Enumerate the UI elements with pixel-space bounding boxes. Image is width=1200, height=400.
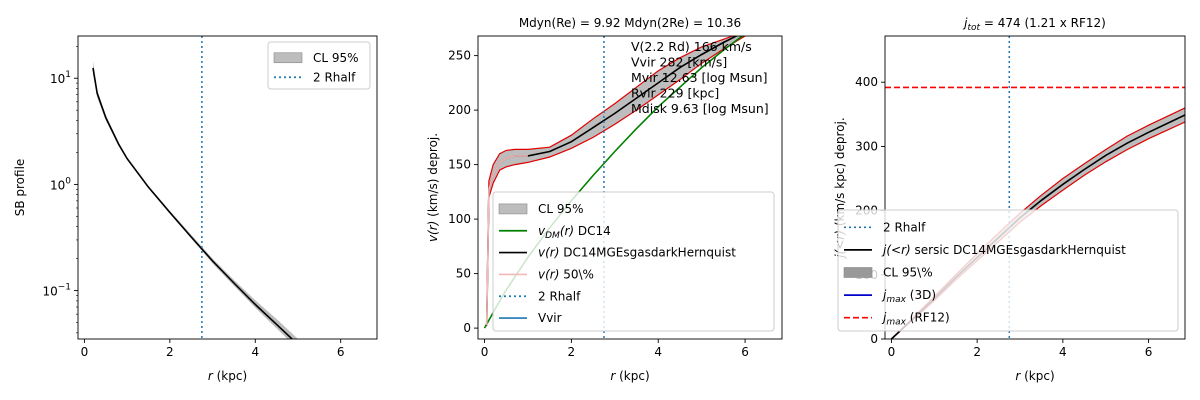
legend-label: jmax (RF12) (881, 311, 950, 328)
x-tick-label: 4 (251, 345, 259, 359)
x-tick-label: 2 (973, 345, 981, 359)
y-tick-label: 0 (463, 321, 471, 335)
band-upper-bound (486, 36, 735, 323)
x-tick-label: 6 (741, 345, 749, 359)
legend-label: j(<r) sersic DC14MGEsgasdarkHernquist (881, 243, 1126, 257)
plot-area (483, 36, 747, 339)
y-tick-label: 0 (870, 332, 878, 346)
legend-label: CL 95\% (883, 266, 933, 280)
y-tick-label: 300 (855, 139, 878, 153)
y-tick-label: 150 (448, 158, 471, 172)
info-annotation: Vvir 282 [km/s] (631, 55, 727, 70)
legend: CL 95% 2 Rhalf (267, 41, 371, 90)
legend-label: 2 Rhalf (538, 289, 581, 303)
legend-swatch-patch (498, 203, 528, 215)
legend-swatch-patch (843, 267, 873, 278)
y-tick-label: 250 (448, 49, 471, 63)
legend-label: v(r) 50\% (538, 267, 594, 281)
band-lower-bound (486, 36, 747, 326)
x-tick-label: 4 (654, 345, 662, 359)
plot-area (885, 36, 1185, 339)
legend-box (837, 209, 1179, 332)
legend-label: vDM(r) DC14 (538, 224, 611, 241)
legend-label: CL 95% (538, 202, 584, 216)
x-tick-label: 2 (166, 345, 174, 359)
x-tick-label: 4 (1059, 345, 1067, 359)
x-axis-label: r (kpc) (610, 369, 649, 383)
chart-panel-1: 0 2 4 6 10−1 100 101 r (kpc) SB profile CL 95% 2 R… (13, 35, 378, 383)
x-tick-label: 0 (481, 345, 489, 359)
series-line (92, 67, 294, 339)
y-axis-label: v(r) (km/s) deproj. (426, 133, 440, 242)
y-tick-label: 100 (448, 212, 471, 226)
x-tick-label: 0 (888, 345, 896, 359)
confidence-band (891, 107, 1185, 339)
x-tick-label: 2 (568, 345, 576, 359)
chart-panel-2: 0 2 4 6 0 50 100 150 200 250 r (kpc) v(r) (km/s) de… (426, 16, 783, 383)
legend-label: CL 95% (313, 51, 359, 65)
legend-swatch-patch (273, 52, 303, 64)
y-tick-label: 200 (448, 103, 471, 117)
y-axis-label: SB profile (13, 159, 27, 217)
chart-title: Mdyn(Re) = 9.92 Mdyn(2Re) = 10.36 (519, 16, 741, 30)
y-tick-label: 100 (50, 176, 71, 192)
y-tick-label: 10−1 (42, 283, 71, 299)
x-axis-label: r (kpc) (1015, 369, 1054, 383)
legend: CL 95% vDM(r) DC14 v(r) DC14MGEsgasdarkHer… (492, 191, 775, 332)
info-annotation: Mdisk 9.63 [log Msun] (631, 101, 769, 116)
x-tick-label: 6 (337, 345, 345, 359)
x-axis-label: r (kpc) (208, 369, 247, 383)
chart-title: jtot = 474 (1.21 x RF12) (962, 16, 1106, 33)
legend-label: Vvir (538, 311, 562, 325)
axes-frame (477, 35, 783, 340)
chart-panel-3: 02460100200300400r (kpc)j(<r) (km/s kpc)… (833, 16, 1186, 383)
series-line-v-r-50- (485, 155, 528, 325)
legend-label: 2 Rhalf (883, 220, 926, 234)
axes-frame (884, 35, 1186, 340)
plot-area (92, 36, 298, 339)
info-annotation: V(2.2 Rd) 166 km/s (631, 39, 752, 54)
x-tick-label: 0 (81, 345, 89, 359)
info-annotation: Rvir 229 [kpc] (631, 86, 719, 101)
y-tick-label: 400 (855, 75, 878, 89)
x-tick-label: 6 (1145, 345, 1153, 359)
info-annotation: Mvir 12.63 [log Msun] (631, 70, 767, 85)
y-tick-label: 101 (50, 70, 71, 86)
legend-box (492, 191, 775, 332)
legend-label: 2 Rhalf (313, 70, 356, 84)
legend: 2 Rhalf j(<r) sersic DC14MGEsgasdarkHernq… (837, 209, 1179, 332)
y-tick-label: 50 (456, 267, 471, 281)
legend-label: v(r) DC14MGEsgasdarkHernquist (538, 246, 736, 260)
confidence-band (93, 61, 298, 339)
axes-frame (77, 35, 378, 340)
legend-label: jmax (3D) (881, 288, 936, 305)
